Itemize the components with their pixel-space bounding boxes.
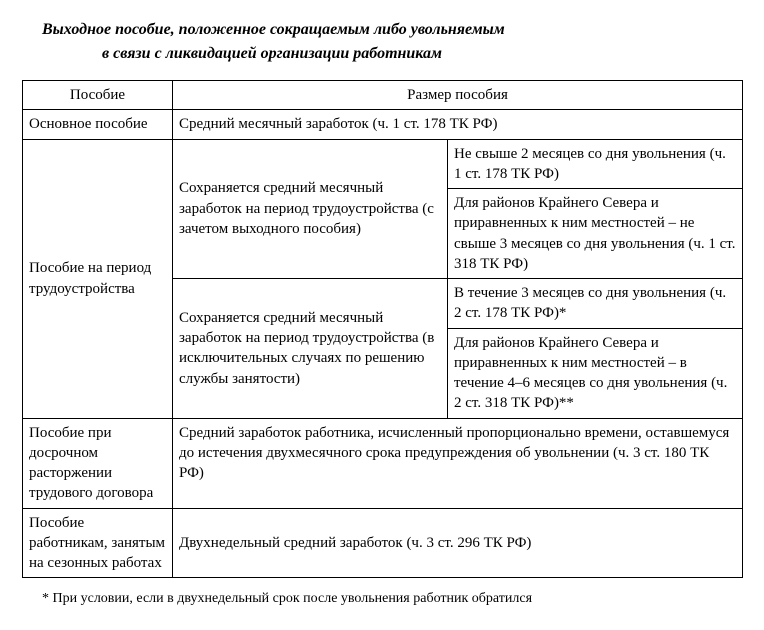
- table-row: Пособие работникам, занятым на сезонных …: [23, 508, 743, 578]
- row3-label: Пособие при досрочном расторжении трудов…: [23, 418, 173, 508]
- table-row: Пособие при досрочном расторжении трудов…: [23, 418, 743, 508]
- document-title: Выходное пособие, положенное сокращаемым…: [42, 18, 742, 66]
- header-col2: Размер пособия: [173, 81, 743, 110]
- title-line-2: в связи с ликвидацией организации работн…: [102, 42, 742, 66]
- row2-g1b: Для районов Крайнего Севера и приравненн…: [448, 189, 743, 279]
- table-row: Пособие на период трудоустройства Сохран…: [23, 139, 743, 189]
- table-header-row: Пособие Размер пособия: [23, 81, 743, 110]
- row2-label: Пособие на период трудоустройства: [23, 139, 173, 418]
- row2-g1a: Не свыше 2 месяцев со дня увольнения (ч.…: [448, 139, 743, 189]
- row2-g2b: Для районов Крайнего Севера и приравненн…: [448, 328, 743, 418]
- footnote: * При условии, если в двухнедельный срок…: [22, 590, 742, 609]
- row2-g1: Сохраняется средний месячный заработок н…: [173, 139, 448, 279]
- title-line-1: Выходное пособие, положенное сокращаемым…: [42, 21, 505, 38]
- row3-value: Средний заработок работника, исчисленный…: [173, 418, 743, 508]
- row2-g2: Сохраняется средний месячный заработок н…: [173, 279, 448, 419]
- severance-table: Пособие Размер пособия Основное пособие …: [22, 80, 743, 578]
- row4-value: Двухнедельный средний заработок (ч. 3 ст…: [173, 508, 743, 578]
- table-row: Основное пособие Средний месячный зарабо…: [23, 110, 743, 139]
- row4-label: Пособие работникам, занятым на сезонных …: [23, 508, 173, 578]
- row1-value: Средний месячный заработок (ч. 1 ст. 178…: [173, 110, 743, 139]
- header-col1: Пособие: [23, 81, 173, 110]
- row2-g2a: В течение 3 месяцев со дня увольнения (ч…: [448, 279, 743, 329]
- row1-label: Основное пособие: [23, 110, 173, 139]
